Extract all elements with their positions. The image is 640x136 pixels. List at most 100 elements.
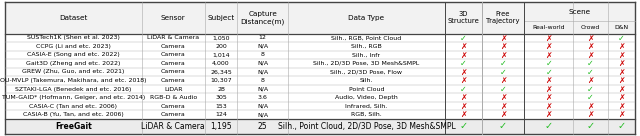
- Text: Camera: Camera: [161, 69, 186, 75]
- Text: ✓: ✓: [460, 84, 467, 94]
- Text: ✗: ✗: [545, 93, 552, 102]
- Text: Camera: Camera: [161, 103, 186, 109]
- Text: Silh.: Silh.: [360, 78, 373, 83]
- Text: Camera: Camera: [161, 44, 186, 49]
- Text: ✗: ✗: [587, 102, 594, 111]
- Text: Sensor: Sensor: [161, 15, 186, 21]
- Text: Point Cloud: Point Cloud: [349, 86, 384, 92]
- Text: ✓: ✓: [587, 59, 594, 68]
- Text: Crowd: Crowd: [581, 25, 600, 30]
- Text: D&N: D&N: [614, 25, 628, 30]
- Text: ✓: ✓: [499, 121, 507, 131]
- Text: Infrared, Silh.: Infrared, Silh.: [346, 103, 388, 109]
- Text: ✗: ✗: [587, 33, 594, 42]
- Text: ✗: ✗: [460, 67, 467, 76]
- Text: CASIA-B (Yu, Tan, and etc. 2006): CASIA-B (Yu, Tan, and etc. 2006): [23, 112, 124, 117]
- Text: ✗: ✗: [460, 110, 467, 119]
- Text: ✓: ✓: [460, 33, 467, 42]
- Text: 153: 153: [215, 103, 227, 109]
- Text: ✓: ✓: [500, 84, 506, 94]
- Text: 305: 305: [215, 95, 227, 100]
- Text: Silh., 2D/3D Pose, 3D Mesh&SMPL: Silh., 2D/3D Pose, 3D Mesh&SMPL: [314, 61, 420, 66]
- Text: ✗: ✗: [545, 76, 552, 85]
- Text: N/A: N/A: [257, 61, 268, 66]
- Text: Camera: Camera: [161, 52, 186, 58]
- Text: Silh., RGB, Point Cloud: Silh., RGB, Point Cloud: [332, 35, 401, 40]
- Text: ✓: ✓: [587, 84, 594, 94]
- Text: 26,345: 26,345: [210, 69, 232, 75]
- Text: N/A: N/A: [257, 86, 268, 92]
- Text: ✓: ✓: [586, 121, 595, 131]
- Text: Audio, Video, Depth: Audio, Video, Depth: [335, 95, 398, 100]
- Text: LiDAR & Camera: LiDAR & Camera: [141, 122, 205, 131]
- Text: ✗: ✗: [545, 33, 552, 42]
- Text: Camera: Camera: [161, 78, 186, 83]
- Text: 8: 8: [260, 52, 264, 58]
- Text: CASIA-C (Tan and etc. 2006): CASIA-C (Tan and etc. 2006): [29, 103, 117, 109]
- Text: Gait3D (Zheng and etc. 2022): Gait3D (Zheng and etc. 2022): [26, 61, 120, 66]
- Text: ✗: ✗: [618, 102, 625, 111]
- Text: ✗: ✗: [545, 50, 552, 59]
- Text: ✗: ✗: [460, 93, 467, 102]
- Bar: [5, 2, 635, 34]
- Text: Real-world: Real-world: [532, 25, 565, 30]
- Text: 124: 124: [215, 112, 227, 117]
- Text: ✗: ✗: [545, 42, 552, 51]
- Text: 12: 12: [259, 35, 267, 40]
- Text: Data Type: Data Type: [348, 15, 385, 21]
- Text: Silh., 2D/3D Pose, Flow: Silh., 2D/3D Pose, Flow: [330, 69, 403, 75]
- Text: ✓: ✓: [587, 67, 594, 76]
- Text: 1,050: 1,050: [212, 35, 230, 40]
- Text: ✗: ✗: [500, 33, 506, 42]
- Text: 25: 25: [258, 122, 268, 131]
- Text: Free
Trajectory: Free Trajectory: [486, 11, 520, 24]
- Text: ✗: ✗: [500, 50, 506, 59]
- Text: 3D
Structure: 3D Structure: [447, 11, 479, 24]
- Text: TUM-GAID* (Hofmann, Geiger, and etc. 2014): TUM-GAID* (Hofmann, Geiger, and etc. 201…: [2, 95, 145, 100]
- Text: Subject: Subject: [207, 15, 235, 21]
- Text: ✗: ✗: [618, 42, 625, 51]
- Text: Silh., Point Cloud, 2D/3D Pose, 3D Mesh&SMPL: Silh., Point Cloud, 2D/3D Pose, 3D Mesh&…: [278, 122, 455, 131]
- Text: N/A: N/A: [257, 103, 268, 109]
- Text: ✗: ✗: [618, 76, 625, 85]
- Text: 8: 8: [260, 78, 264, 83]
- Text: ✗: ✗: [460, 76, 467, 85]
- Text: ✗: ✗: [500, 42, 506, 51]
- Text: SZTAKI-LGA (Benedek and etc. 2016): SZTAKI-LGA (Benedek and etc. 2016): [15, 86, 132, 92]
- Text: ✓: ✓: [618, 33, 625, 42]
- Text: ✓: ✓: [545, 59, 552, 68]
- Text: N/A: N/A: [257, 112, 268, 117]
- Text: ✗: ✗: [500, 110, 506, 119]
- Text: ✓: ✓: [500, 67, 506, 76]
- Text: ✗: ✗: [460, 42, 467, 51]
- Text: ✓: ✓: [545, 121, 553, 131]
- Text: FreeGait: FreeGait: [55, 122, 92, 131]
- Text: Scene: Scene: [568, 9, 591, 15]
- Text: CASIA-E (Song and etc. 2022): CASIA-E (Song and etc. 2022): [27, 52, 120, 58]
- Text: LiDAR: LiDAR: [164, 86, 182, 92]
- Text: ✗: ✗: [587, 50, 594, 59]
- Text: N/A: N/A: [257, 44, 268, 49]
- Text: ✗: ✗: [460, 102, 467, 111]
- Text: ✗: ✗: [545, 84, 552, 94]
- Text: ✓: ✓: [587, 93, 594, 102]
- Text: ✓: ✓: [545, 67, 552, 76]
- Text: ✗: ✗: [618, 67, 625, 76]
- Text: ✓: ✓: [617, 121, 625, 131]
- Text: 3.6: 3.6: [258, 95, 268, 100]
- Text: ✓: ✓: [460, 59, 467, 68]
- Text: 200: 200: [215, 44, 227, 49]
- Text: Silh., Infr: Silh., Infr: [353, 52, 380, 58]
- Bar: [5, 119, 635, 134]
- Text: ✗: ✗: [545, 110, 552, 119]
- Text: CCPG (Li and etc. 2023): CCPG (Li and etc. 2023): [36, 44, 111, 49]
- Text: ✗: ✗: [618, 84, 625, 94]
- Text: RGB, Silh.: RGB, Silh.: [351, 112, 382, 117]
- Text: ✗: ✗: [618, 59, 625, 68]
- Text: OU-MVLP (Takemura, Makihara, and etc. 2018): OU-MVLP (Takemura, Makihara, and etc. 20…: [0, 78, 147, 83]
- Text: 28: 28: [217, 86, 225, 92]
- Text: ✗: ✗: [545, 102, 552, 111]
- Text: N/A: N/A: [257, 69, 268, 75]
- Text: ✗: ✗: [460, 50, 467, 59]
- Bar: [5, 34, 635, 119]
